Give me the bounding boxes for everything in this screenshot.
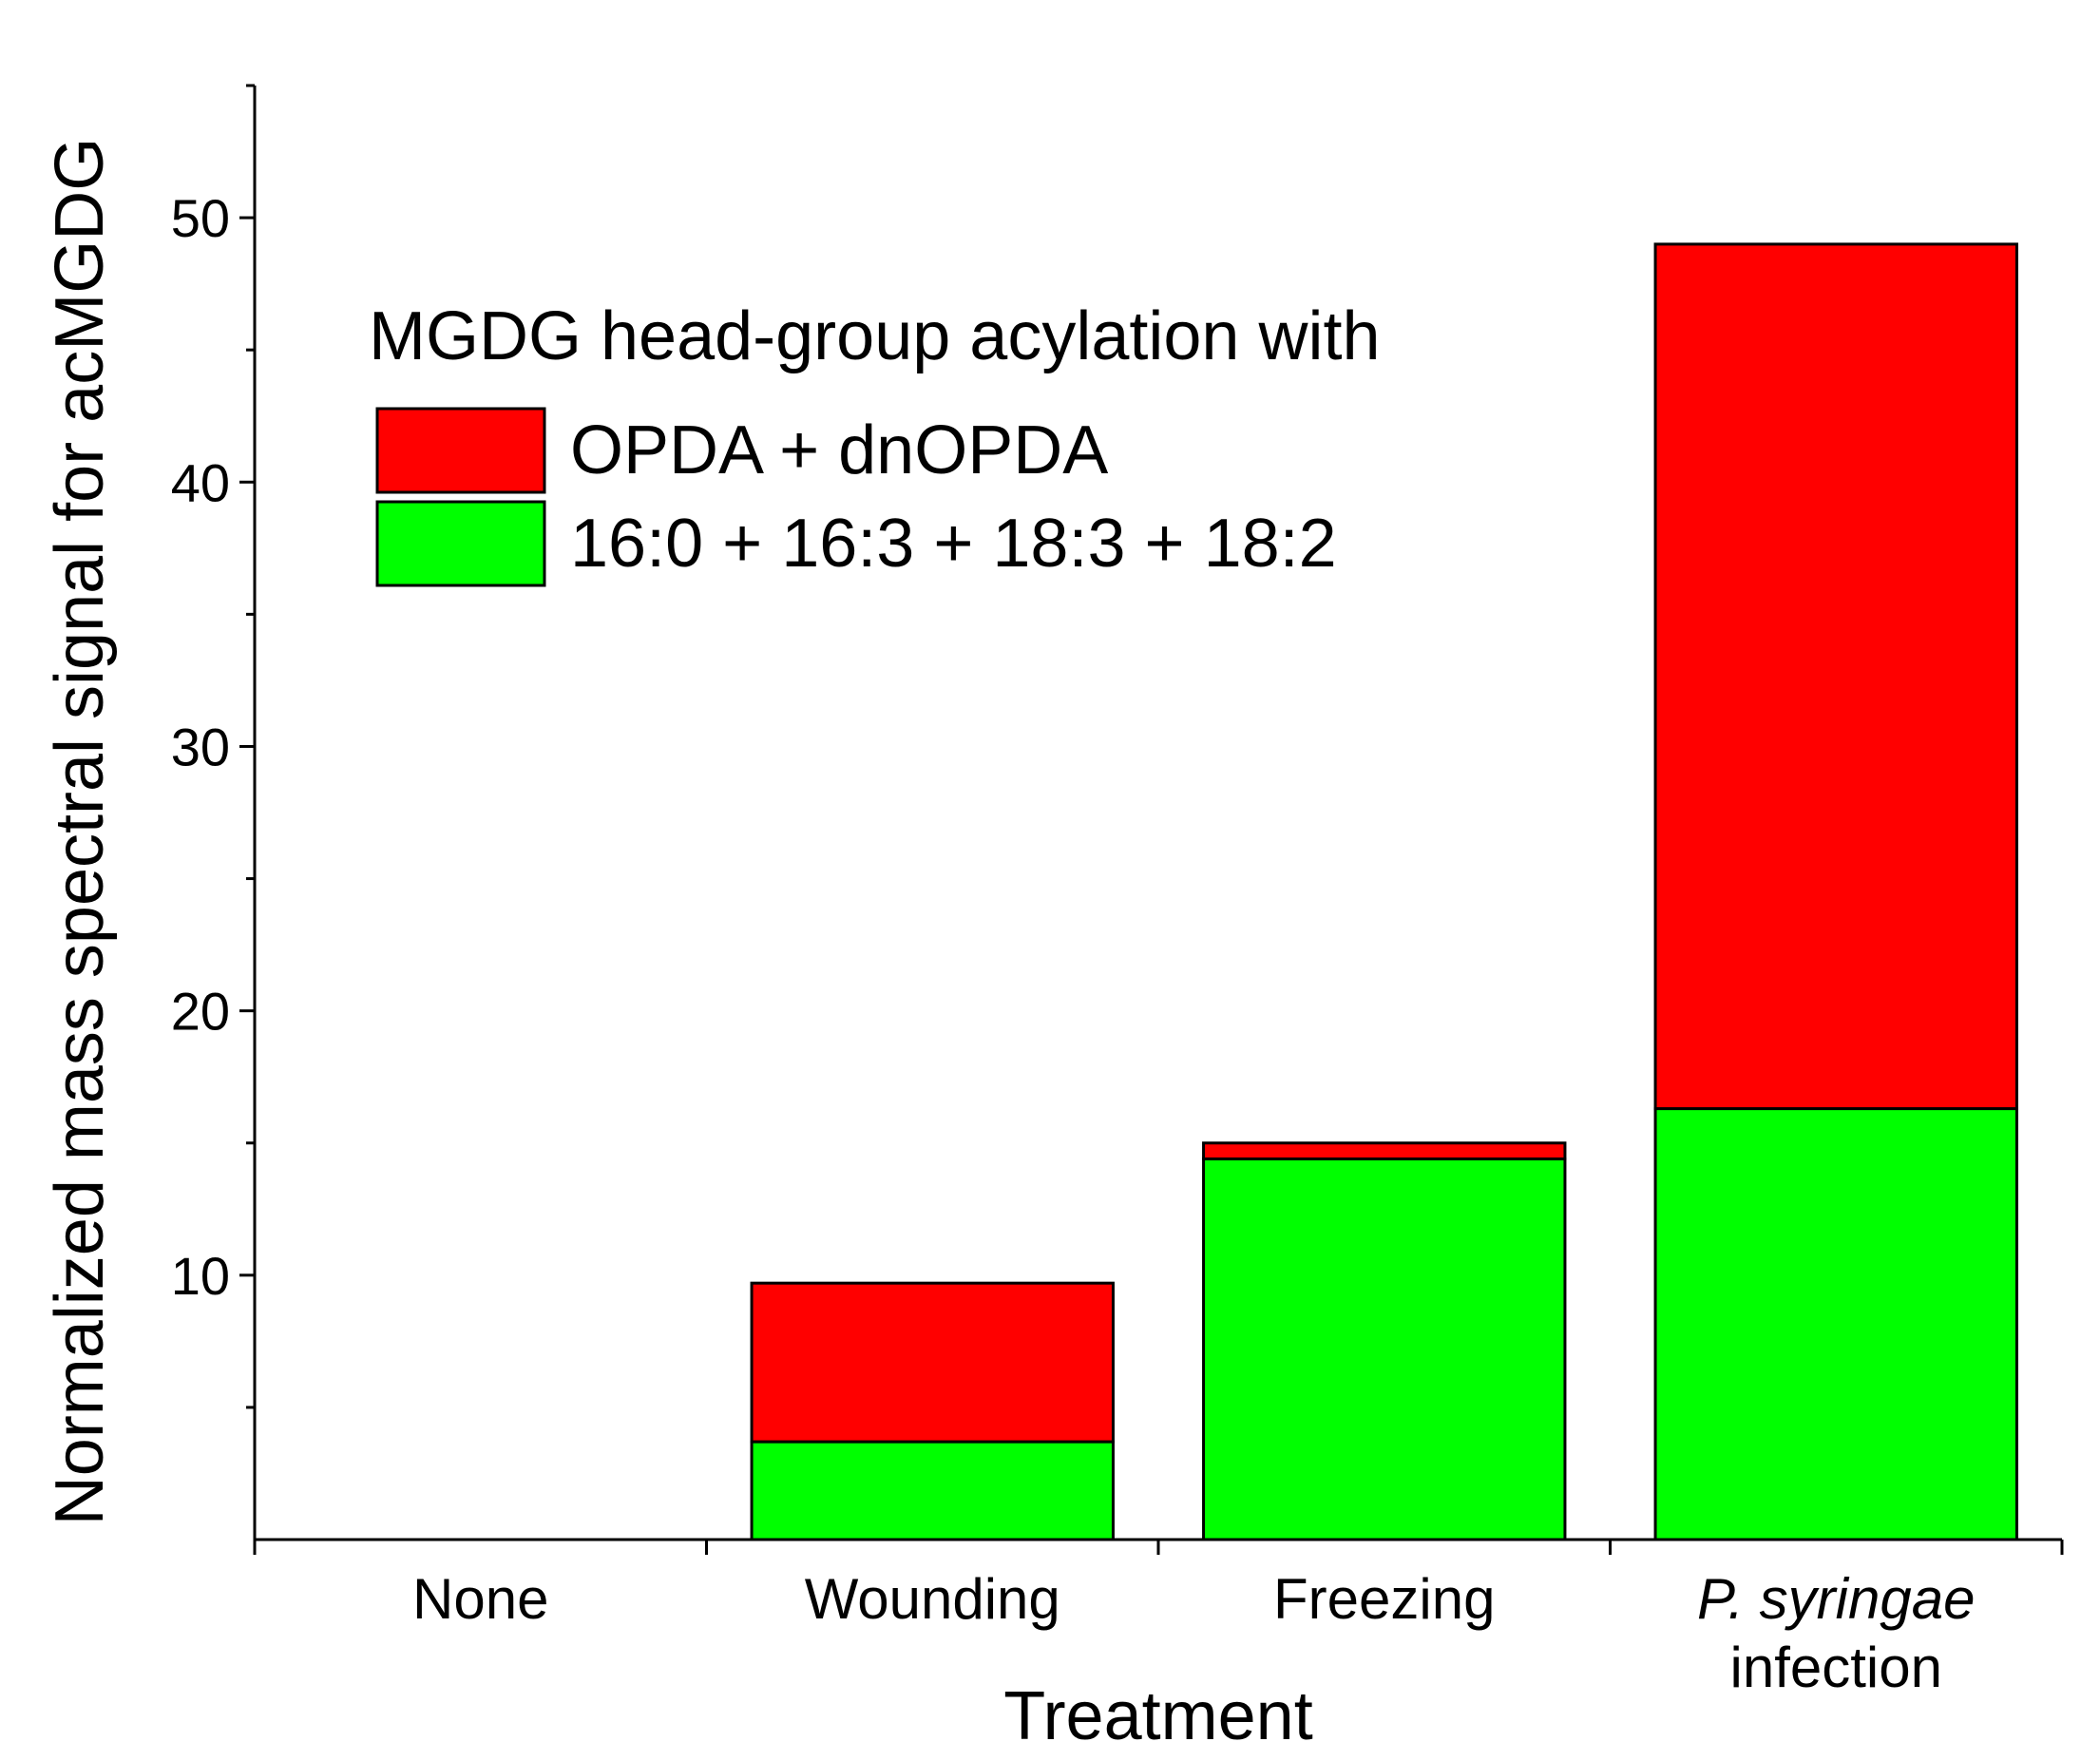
y-tick-label-30: 30 [171, 717, 230, 776]
bar-segment-3-1 [1653, 242, 2018, 1111]
bar-segment-3-0 [1653, 1107, 2018, 1541]
legend-label-1: 16:0 + 16:3 + 18:3 + 18:2 [570, 506, 1337, 582]
y-tick-label-50: 50 [171, 188, 230, 248]
bar-segment-2-0 [1202, 1157, 1567, 1541]
legend: MGDG head-group acylation with OPDA + dnO… [369, 298, 1381, 587]
x-category-label-3: P. syringae [1697, 1567, 1975, 1631]
bar-segment-1-1 [750, 1281, 1115, 1444]
x-category-label-3-line2: infection [1730, 1636, 1942, 1699]
x-category-label-0: None [412, 1567, 548, 1631]
x-axis-title: Treatment [1003, 1678, 1312, 1754]
y-tick-label-10: 10 [171, 1246, 230, 1306]
bar-segment-2-1 [1202, 1141, 1567, 1160]
legend-title: MGDG head-group acylation with [369, 298, 1381, 374]
bar-segment-1-0 [750, 1440, 1115, 1541]
bars-layer [750, 242, 2018, 1541]
y-tick-label-40: 40 [171, 452, 230, 512]
x-category-label-2: Freezing [1273, 1567, 1495, 1631]
x-category-label-1: Wounding [805, 1567, 1060, 1631]
legend-swatch-1 [375, 500, 546, 587]
legend-label-0: OPDA + dnOPDA [570, 412, 1108, 488]
y-axis-title: Normalized mass spectral signal for acMG… [42, 138, 118, 1525]
legend-swatch-0 [375, 407, 546, 494]
axes-layer: 10 20 30 40 50 None Wounding Freezing P. syringa… [171, 84, 2064, 1699]
y-tick-label-20: 20 [171, 982, 230, 1042]
